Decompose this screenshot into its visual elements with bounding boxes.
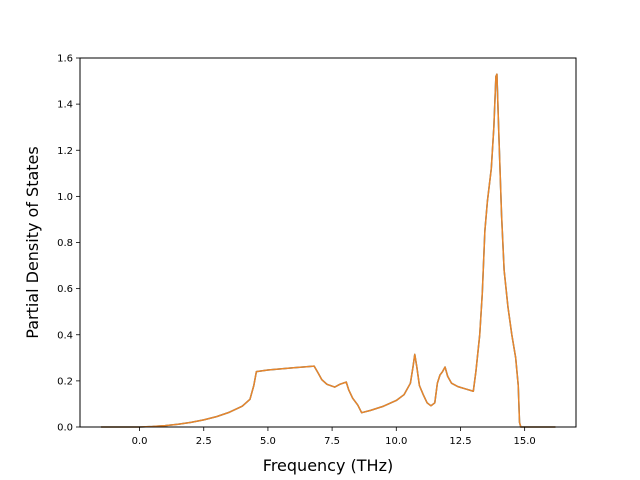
- x-tick-label: 2.5: [196, 436, 212, 447]
- plot-lines: [101, 73, 556, 428]
- series-line-2: [101, 73, 556, 428]
- x-tick-label: 0.0: [132, 436, 148, 447]
- y-tick-label: 1.6: [57, 54, 73, 65]
- x-axis-label: Frequency (THz): [263, 456, 393, 475]
- x-tick-label: 7.5: [324, 436, 340, 447]
- y-tick-label: 1.2: [57, 146, 73, 157]
- series-line-1: [101, 73, 556, 428]
- x-tick-label: 5.0: [260, 436, 276, 447]
- y-tick-label: 0.6: [57, 284, 73, 295]
- x-tick-label: 12.5: [449, 436, 471, 447]
- plot-frame: [79, 57, 577, 428]
- y-axis-label: Partial Density of States: [23, 146, 42, 338]
- x-axis-ticks: 0.0 2.5 5.0 7.5 10.0 12.5 15.0: [132, 427, 536, 447]
- x-tick-label: 10.0: [385, 436, 407, 447]
- y-tick-label: 0.2: [57, 376, 73, 387]
- y-tick-label: 0.4: [57, 330, 73, 341]
- y-tick-label: 1.4: [57, 100, 73, 111]
- y-tick-label: 0.8: [57, 238, 73, 249]
- x-tick-label: 15.0: [514, 436, 536, 447]
- y-tick-label: 1.0: [57, 192, 73, 203]
- y-axis-ticks: 0.0 0.2 0.4 0.6 0.8 1.0 1.2 1.4 1.6: [57, 54, 80, 434]
- y-tick-label: 0.0: [57, 423, 73, 434]
